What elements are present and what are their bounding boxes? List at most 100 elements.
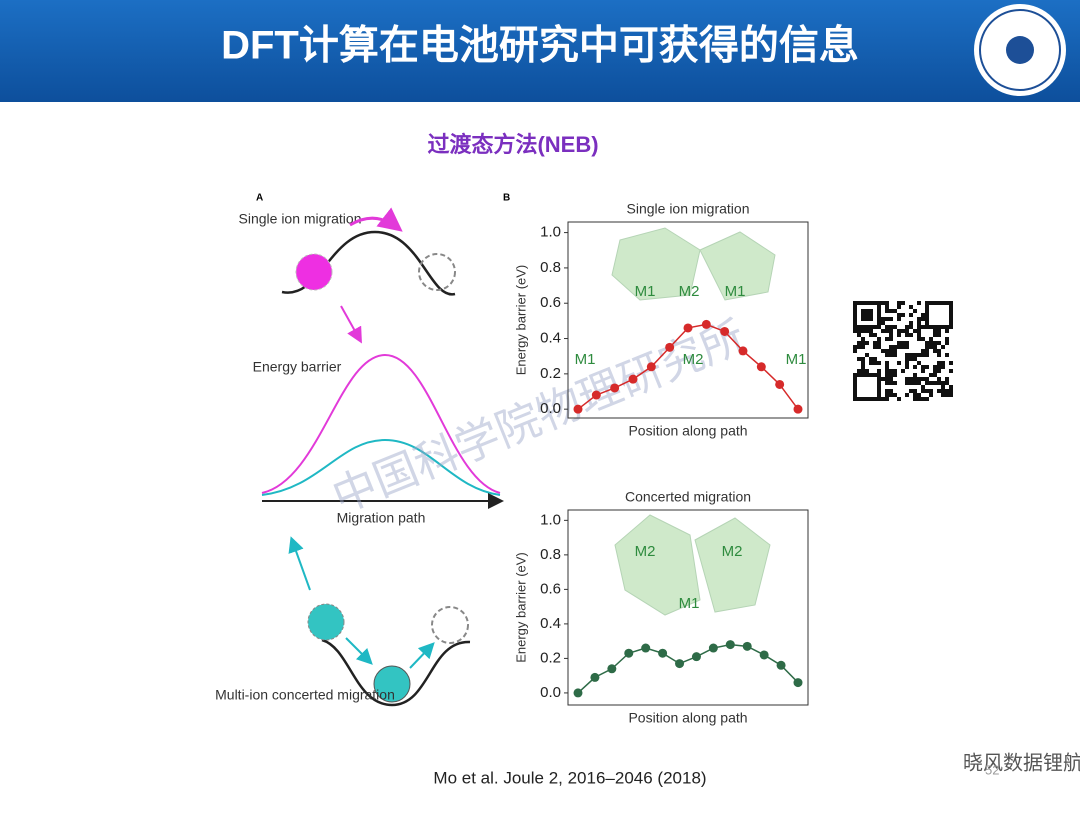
qr-module — [857, 333, 861, 337]
footer-brand: 晓风数据锂航 — [963, 751, 1080, 774]
qr-module — [941, 365, 945, 369]
qr-module — [877, 385, 881, 389]
annotation: M2 — [679, 283, 700, 300]
y-tick-label: 0.2 — [540, 649, 561, 666]
qr-module — [877, 389, 881, 393]
qr-module — [897, 301, 901, 305]
qr-module — [925, 353, 929, 357]
qr-module — [925, 301, 929, 305]
qr-module — [929, 325, 933, 329]
qr-module — [933, 329, 937, 333]
annotation: M1 — [725, 283, 746, 300]
qr-module — [885, 377, 889, 381]
arrow — [288, 536, 311, 591]
qr-module — [945, 377, 949, 381]
qr-module — [917, 353, 921, 357]
ion-site — [431, 606, 469, 644]
qr-module — [905, 345, 909, 349]
qr-module — [861, 357, 865, 361]
qr-module — [857, 397, 861, 401]
qr-module — [885, 369, 889, 373]
potential-curve — [321, 638, 471, 707]
qr-module — [945, 337, 949, 341]
qr-module — [913, 377, 917, 381]
qr-module — [941, 301, 945, 305]
qr-module — [877, 317, 881, 321]
qr-module — [925, 341, 929, 345]
qr-module — [949, 385, 953, 389]
qr-module — [869, 325, 873, 329]
plot-frame — [567, 221, 809, 419]
qr-module — [917, 393, 921, 397]
qr-module — [853, 393, 857, 397]
qr-module — [865, 397, 869, 401]
qr-module — [909, 389, 913, 393]
qr-module — [869, 317, 873, 321]
qr-module — [929, 389, 933, 393]
qr-module — [945, 325, 949, 329]
qr-module — [945, 329, 949, 333]
annotation: M1 — [786, 351, 807, 368]
y-axis-label: Energy barrier (eV) — [513, 265, 528, 376]
qr-module — [853, 373, 857, 377]
qr-module — [905, 377, 909, 381]
qr-module — [905, 393, 909, 397]
qr-module — [869, 397, 873, 401]
qr-module — [889, 381, 893, 385]
qr-module — [933, 325, 937, 329]
qr-module — [873, 397, 877, 401]
qr-module — [937, 301, 941, 305]
qr-module — [881, 301, 885, 305]
qr-module — [917, 377, 921, 381]
qr-module — [881, 329, 885, 333]
qr-module — [865, 353, 869, 357]
data-point — [742, 641, 752, 651]
qr-module — [885, 305, 889, 309]
data-point — [701, 319, 711, 329]
qr-module — [893, 325, 897, 329]
qr-module — [885, 301, 889, 305]
qr-module — [885, 337, 889, 341]
qr-module — [913, 393, 917, 397]
qr-module — [925, 345, 929, 349]
qr-module — [857, 369, 861, 373]
qr-module — [881, 321, 885, 325]
data-point — [683, 323, 693, 333]
qr-module — [941, 361, 945, 365]
qr-module — [945, 341, 949, 345]
qr-module — [901, 301, 905, 305]
qr-module — [917, 361, 921, 365]
qr-module — [877, 305, 881, 309]
qr-module — [885, 397, 889, 401]
qr-module — [937, 333, 941, 337]
qr-module — [949, 301, 953, 305]
qr-module — [889, 389, 893, 393]
qr-module — [889, 373, 893, 377]
qr-module — [925, 381, 929, 385]
qr-module — [893, 345, 897, 349]
qr-module — [925, 309, 929, 313]
qr-module — [853, 381, 857, 385]
data-point — [793, 678, 803, 688]
y-tick-label: 0.2 — [540, 365, 561, 382]
qr-module — [929, 381, 933, 385]
qr-module — [905, 353, 909, 357]
qr-module — [885, 309, 889, 313]
qr-module — [933, 365, 937, 369]
annotation: M1 — [575, 351, 596, 368]
qr-module — [877, 325, 881, 329]
qr-module — [861, 317, 865, 321]
qr-module — [885, 381, 889, 385]
qr-module — [921, 389, 925, 393]
qr-module — [857, 325, 861, 329]
qr-module — [945, 389, 949, 393]
qr-module — [949, 325, 953, 329]
qr-module — [889, 369, 893, 373]
qr-module — [877, 373, 881, 377]
qr-module — [889, 377, 893, 381]
qr-module — [861, 361, 865, 365]
qr-module — [921, 325, 925, 329]
qr-module — [897, 329, 901, 333]
